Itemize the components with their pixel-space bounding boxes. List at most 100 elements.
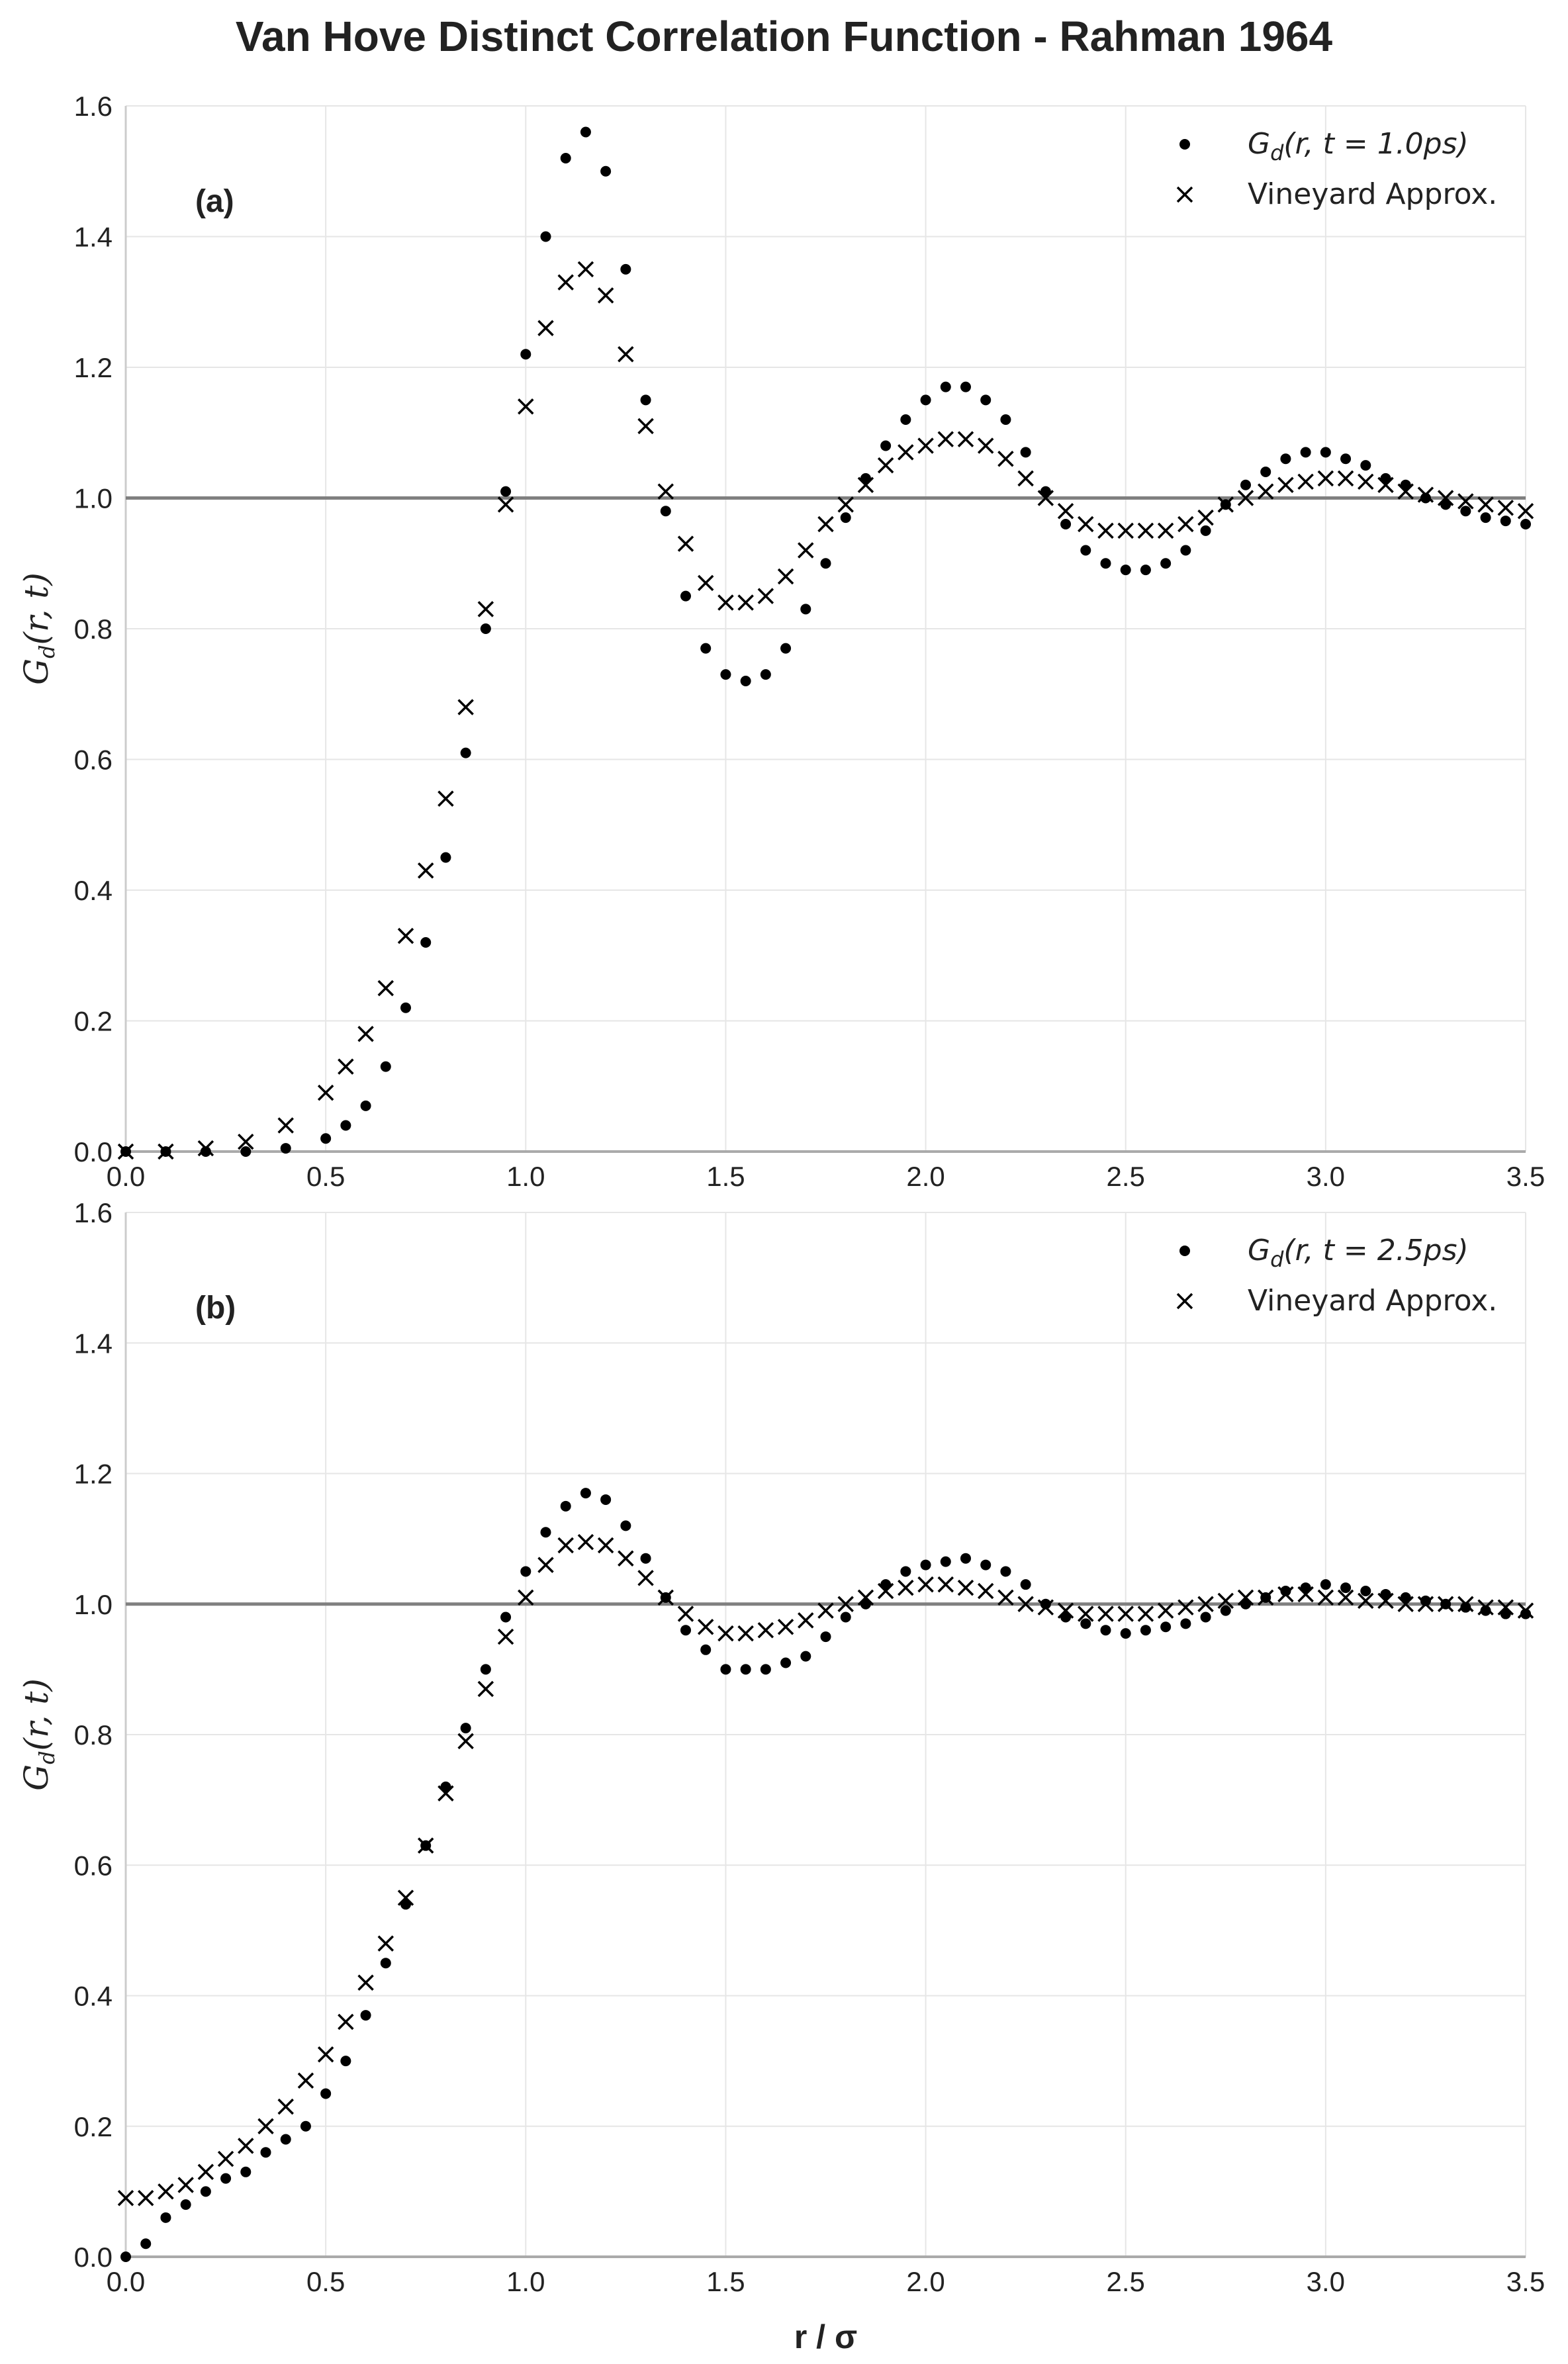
x-marker-point [417,862,434,879]
x-tick-label: 1.0 [506,2266,545,2297]
x-marker-point [1117,522,1134,539]
dot-marker-point [760,1664,771,1675]
dot-marker-point [240,2166,252,2177]
dot-marker-point [380,1958,391,1969]
dot-marker-point [1300,447,1311,458]
dot-marker-point [580,126,591,138]
x-tick-label: 0.0 [107,2266,145,2297]
dot-marker-point [1280,1586,1291,1597]
x-marker-point [997,451,1014,467]
x-marker-point [338,2013,354,2030]
x-marker-point [1237,490,1254,506]
x-marker-point [618,346,634,363]
series-vineyard [117,261,1534,1160]
dot-marker-point [400,1002,411,1013]
dot-marker-point [780,1657,792,1668]
x-marker-point [977,437,994,454]
dot-marker-point [680,1625,691,1636]
x-marker-point [817,516,834,533]
x-marker-point [1097,522,1114,539]
x-marker-point [798,1612,814,1629]
x-marker-point [1257,483,1274,500]
chart-title: Van Hove Distinct Correlation Function -… [235,13,1333,60]
x-marker-point [1297,1586,1314,1603]
dot-marker-point [1220,1605,1231,1616]
x-marker-point [1517,503,1534,520]
x-marker-point [557,274,574,291]
x-marker-point [1397,483,1414,500]
dot-marker-point [1260,467,1271,477]
y-axis-label: Gd(r, t) [17,1678,60,1791]
x-marker-point [957,1579,974,1596]
x-marker-point [1157,1602,1174,1619]
x-marker-point [798,542,814,559]
dot-marker-point [1160,558,1172,569]
x-marker-point [497,496,514,513]
x-marker-point [1277,477,1294,493]
x-marker-point [1437,1596,1454,1612]
x-marker-point [937,431,954,447]
y-tick-label: 1.4 [74,1328,113,1359]
dot-marker-point [700,1644,712,1655]
x-marker-point [757,1621,774,1639]
legend-dot-marker [1179,139,1190,150]
x-tick-label: 2.5 [1107,2266,1145,2297]
x-marker-point [737,1625,754,1642]
y-tick-label: 0.0 [74,2242,113,2273]
x-marker-point [777,1619,794,1635]
x-tick-label: 0.5 [306,1161,345,1192]
x-tick-label: 2.0 [906,2266,945,2297]
x-marker-point [1057,1602,1074,1619]
dot-marker-point [200,2186,211,2197]
dot-marker-point [920,394,931,406]
dot-marker-point [660,506,671,517]
dot-marker-point [700,643,712,654]
dot-marker-point [960,1553,971,1564]
x-tick-label: 1.5 [706,1161,745,1192]
dot-marker-point [600,165,612,177]
x-marker-point [1317,470,1334,487]
x-marker-point [1457,1596,1474,1612]
dot-marker-point [820,1631,831,1643]
x-tick-label: 2.5 [1107,1161,1145,1192]
x-marker-point [637,1570,654,1586]
y-tick-label: 0.8 [74,1719,113,1750]
y-tick-label: 1.0 [74,1589,113,1620]
dot-marker-point [220,2173,232,2184]
x-marker-point [1157,522,1174,539]
dot-marker-point [1420,1595,1431,1606]
x-marker-point [257,2118,274,2134]
dot-marker-point [1340,1582,1352,1594]
dot-marker-point [1120,1628,1131,1639]
x-marker-point [977,1582,994,1600]
x-marker-point [1177,516,1194,533]
x-marker-point [1017,470,1034,487]
dot-marker-point [340,1120,351,1131]
dot-marker-point [1180,1618,1191,1629]
legend: Gd(r, t = 2.5ps) Vineyard Approx. [1176,1234,1497,1318]
y-tick-label: 1.6 [74,1197,113,1228]
dot-marker-point [380,1061,391,1072]
dot-marker-point [480,1664,491,1675]
x-marker-point [837,1596,854,1612]
y-tick-label: 1.0 [74,483,113,514]
dot-marker-point [1480,1605,1491,1616]
y-tick-label: 0.4 [74,1981,113,2012]
dot-marker-point [900,414,911,425]
x-marker-point [597,1537,614,1554]
x-marker-point [1137,522,1154,539]
x-marker-point [837,496,854,513]
dot-marker-point [820,558,831,569]
x-marker-point [657,483,674,500]
dot-marker-point [500,486,512,497]
dot-marker-point [280,2134,291,2145]
dot-marker-point [600,1494,612,1505]
x-marker-point [917,1576,934,1593]
y-tick-label: 0.0 [74,1136,113,1167]
dot-marker-point [740,1664,751,1675]
x-marker-point [1437,490,1454,506]
dot-marker-point [560,1500,571,1512]
x-marker-point [457,1733,474,1750]
dot-marker-point [1460,506,1471,517]
dot-marker-point [320,1133,332,1144]
